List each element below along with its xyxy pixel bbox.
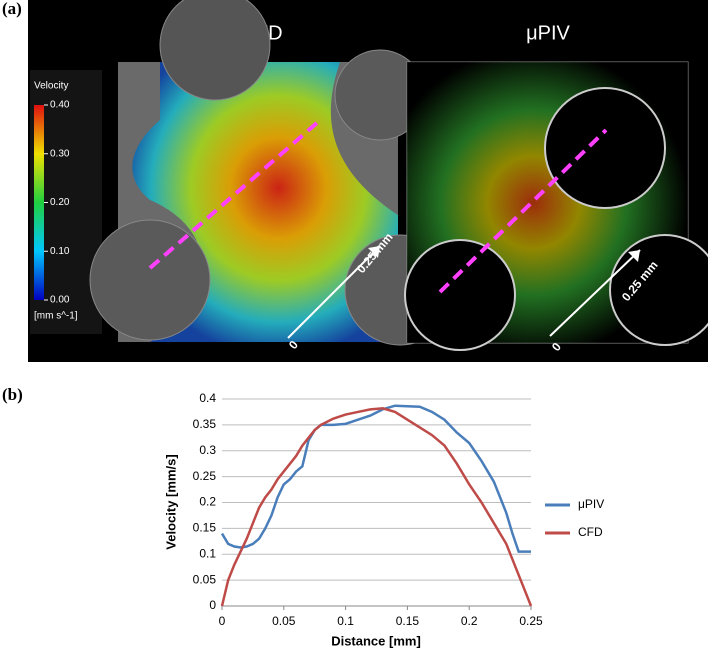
colorbar bbox=[34, 105, 44, 300]
x-tick-label: 0.15 bbox=[396, 614, 420, 628]
line-series bbox=[220, 407, 533, 607]
x-tick-label: 0.25 bbox=[519, 614, 543, 628]
x-axis-title: Distance [mm] bbox=[331, 633, 421, 648]
x-tick-label: 0.05 bbox=[272, 614, 296, 628]
colorbar-tick-label: 0.00 bbox=[50, 295, 70, 306]
colorbar-tick-label: 0.10 bbox=[50, 246, 70, 257]
x-tick-label: 0.2 bbox=[461, 614, 478, 628]
y-axis-title: Velocity [mm/s] bbox=[163, 454, 178, 549]
panel-label: (a) bbox=[2, 0, 22, 18]
colorbar-unit: [mm s^-1] bbox=[34, 311, 78, 322]
panel-label: (b) bbox=[2, 385, 23, 404]
x-tick-label: 0 bbox=[219, 614, 226, 628]
y-tick-label: 0 bbox=[209, 598, 216, 612]
x-tick-label: 0.1 bbox=[337, 614, 354, 628]
y-tick-label: 0.35 bbox=[193, 417, 217, 431]
y-tick-label: 0.2 bbox=[199, 495, 216, 509]
image-title: μPIV bbox=[526, 22, 570, 44]
y-tick-label: 0.3 bbox=[199, 443, 216, 457]
colorbar-title: Velocity bbox=[34, 81, 68, 92]
colorbar-tick-label: 0.30 bbox=[50, 148, 70, 159]
colorbar-tick-label: 0.40 bbox=[50, 100, 70, 111]
legend-label: CFD bbox=[578, 525, 603, 539]
line-series bbox=[220, 404, 531, 553]
y-tick-label: 0.15 bbox=[193, 521, 217, 535]
y-tick-label: 0.05 bbox=[193, 572, 217, 586]
piv-image: 0.25 mm 0 bbox=[404, 61, 708, 354]
y-tick-label: 0.4 bbox=[199, 391, 216, 405]
y-tick-label: 0.1 bbox=[199, 546, 216, 560]
colorbar-tick-label: 0.20 bbox=[50, 197, 70, 208]
y-tick-label: 0.25 bbox=[193, 469, 217, 483]
legend-label: μPIV bbox=[578, 497, 604, 511]
